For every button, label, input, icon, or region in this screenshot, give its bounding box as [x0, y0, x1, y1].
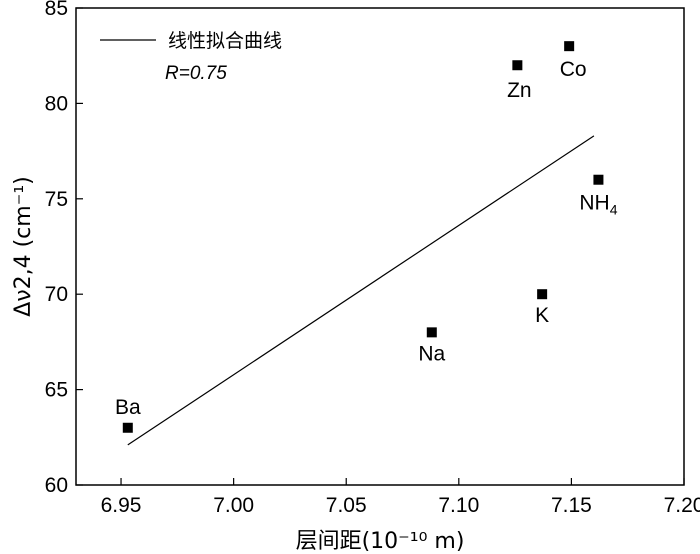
data-point-label: Ba: [115, 396, 141, 419]
x-tick-label: 7.20: [664, 494, 700, 517]
data-point-label: Na: [418, 342, 445, 365]
data-point-marker: [593, 174, 604, 185]
x-axis-title: 层间距(10⁻¹⁰ m): [296, 529, 465, 554]
data-point-label: Co: [560, 58, 587, 81]
y-tick-label: 80: [45, 92, 68, 115]
x-tick-label: 6.95: [101, 494, 142, 517]
x-tick-label: 7.05: [326, 494, 367, 517]
data-point-label: NH4: [579, 192, 617, 218]
legend-label: 线性拟合曲线: [168, 30, 282, 52]
legend: 线性拟合曲线 R=0.75: [100, 30, 282, 84]
data-point-label: K: [535, 304, 549, 327]
y-tick-label: 60: [45, 474, 68, 497]
data-point-marker: [512, 60, 523, 71]
data-point-marker: [537, 289, 548, 300]
data-point-label: Zn: [507, 79, 532, 102]
x-tick-label: 7.10: [438, 494, 479, 517]
x-tick-label: 7.15: [551, 494, 592, 517]
x-axis-ticks: 6.95 7.00 7.05 7.10 7.15 7.20: [101, 478, 700, 517]
data-point-marker: [122, 422, 133, 433]
y-axis-title: Δν2,4 (cm⁻¹): [11, 176, 36, 316]
y-axis-ticks: 60 65 70 75 80 85: [45, 0, 83, 497]
plot-area: 6.95 7.00 7.05 7.10 7.15 7.20 60 65 70 75 80 85 Ba…: [45, 0, 700, 517]
y-tick-label: 85: [45, 0, 68, 20]
data-point-marker: [426, 327, 437, 338]
data-point-marker: [564, 41, 575, 52]
y-tick-label: 65: [45, 379, 68, 402]
y-tick-label: 70: [45, 283, 68, 306]
r-value-annotation: R=0.75: [165, 63, 227, 84]
y-tick-label: 75: [45, 188, 68, 211]
data-points: Ba Na K Zn Co NH4: [115, 41, 618, 433]
linear-fit-line: [127, 135, 595, 446]
plot-frame: [75, 7, 685, 486]
x-tick-label: 7.00: [213, 494, 254, 517]
